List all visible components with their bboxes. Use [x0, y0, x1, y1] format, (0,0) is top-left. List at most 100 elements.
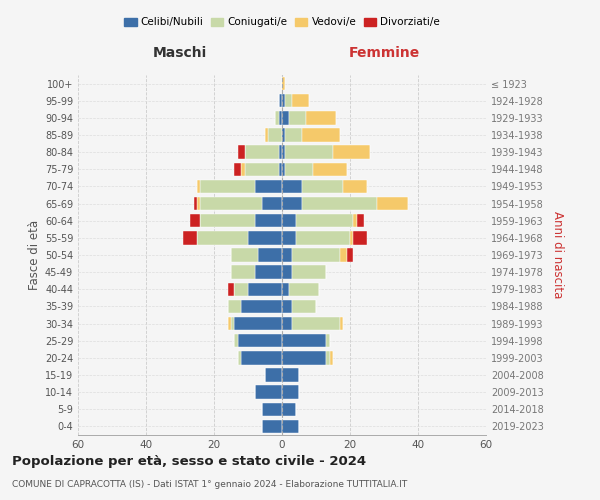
- Bar: [282, 180, 302, 193]
- Bar: [282, 248, 292, 262]
- Bar: [292, 300, 316, 313]
- Bar: [296, 214, 353, 228]
- Text: Popolazione per età, sesso e stato civile - 2024: Popolazione per età, sesso e stato civil…: [12, 455, 366, 468]
- Bar: [292, 266, 326, 279]
- Bar: [282, 111, 289, 124]
- Bar: [231, 317, 235, 330]
- Bar: [350, 231, 353, 244]
- Bar: [282, 420, 299, 433]
- Bar: [255, 180, 282, 193]
- Bar: [302, 197, 377, 210]
- Bar: [340, 317, 343, 330]
- Bar: [289, 111, 306, 124]
- Bar: [197, 180, 200, 193]
- Legend: Celibi/Nubili, Coniugati/e, Vedovi/e, Divorziati/e: Celibi/Nubili, Coniugati/e, Vedovi/e, Di…: [122, 16, 442, 30]
- Y-axis label: Anni di nascita: Anni di nascita: [551, 212, 563, 298]
- Bar: [302, 180, 343, 193]
- Bar: [282, 317, 292, 330]
- Bar: [326, 334, 329, 347]
- Bar: [282, 368, 299, 382]
- Bar: [377, 197, 408, 210]
- Bar: [258, 248, 282, 262]
- Bar: [190, 214, 200, 228]
- Text: Femmine: Femmine: [349, 46, 419, 60]
- Bar: [286, 94, 292, 108]
- Bar: [326, 351, 329, 364]
- Bar: [313, 162, 347, 176]
- Bar: [282, 231, 296, 244]
- Bar: [262, 420, 282, 433]
- Bar: [235, 282, 248, 296]
- Bar: [302, 128, 340, 141]
- Bar: [333, 146, 370, 159]
- Bar: [343, 180, 367, 193]
- Bar: [238, 146, 245, 159]
- Bar: [268, 128, 282, 141]
- Bar: [282, 94, 286, 108]
- Bar: [200, 180, 255, 193]
- Bar: [329, 351, 333, 364]
- Bar: [282, 351, 326, 364]
- Bar: [200, 214, 255, 228]
- Bar: [227, 282, 235, 296]
- Bar: [197, 231, 248, 244]
- Bar: [184, 231, 197, 244]
- Bar: [235, 317, 282, 330]
- Bar: [235, 334, 238, 347]
- Bar: [357, 214, 364, 228]
- Bar: [227, 300, 241, 313]
- Bar: [197, 197, 200, 210]
- Bar: [245, 162, 278, 176]
- Bar: [282, 402, 296, 416]
- Bar: [255, 214, 282, 228]
- Bar: [238, 334, 282, 347]
- Bar: [282, 77, 286, 90]
- Bar: [306, 111, 337, 124]
- Bar: [275, 111, 278, 124]
- Bar: [248, 231, 282, 244]
- Bar: [289, 282, 319, 296]
- Bar: [235, 162, 241, 176]
- Bar: [347, 248, 353, 262]
- Bar: [282, 266, 292, 279]
- Bar: [282, 334, 326, 347]
- Bar: [292, 248, 340, 262]
- Bar: [278, 146, 282, 159]
- Bar: [282, 162, 286, 176]
- Bar: [262, 197, 282, 210]
- Bar: [282, 386, 299, 399]
- Text: COMUNE DI CAPRACOTTA (IS) - Dati ISTAT 1° gennaio 2024 - Elaborazione TUTTITALIA: COMUNE DI CAPRACOTTA (IS) - Dati ISTAT 1…: [12, 480, 407, 489]
- Bar: [255, 386, 282, 399]
- Bar: [241, 300, 282, 313]
- Bar: [262, 402, 282, 416]
- Bar: [265, 368, 282, 382]
- Bar: [282, 128, 286, 141]
- Bar: [282, 282, 289, 296]
- Bar: [292, 94, 309, 108]
- Bar: [231, 266, 255, 279]
- Bar: [286, 128, 302, 141]
- Bar: [286, 162, 313, 176]
- Bar: [353, 231, 367, 244]
- Bar: [292, 317, 340, 330]
- Bar: [265, 128, 268, 141]
- Bar: [282, 214, 296, 228]
- Bar: [241, 162, 245, 176]
- Bar: [231, 248, 258, 262]
- Bar: [245, 146, 278, 159]
- Bar: [200, 197, 262, 210]
- Bar: [282, 197, 302, 210]
- Bar: [282, 300, 292, 313]
- Bar: [248, 282, 282, 296]
- Bar: [278, 162, 282, 176]
- Bar: [296, 231, 350, 244]
- Bar: [286, 146, 333, 159]
- Bar: [241, 351, 282, 364]
- Y-axis label: Fasce di età: Fasce di età: [28, 220, 41, 290]
- Bar: [353, 214, 357, 228]
- Bar: [340, 248, 347, 262]
- Bar: [278, 94, 282, 108]
- Bar: [255, 266, 282, 279]
- Bar: [238, 351, 241, 364]
- Bar: [282, 146, 286, 159]
